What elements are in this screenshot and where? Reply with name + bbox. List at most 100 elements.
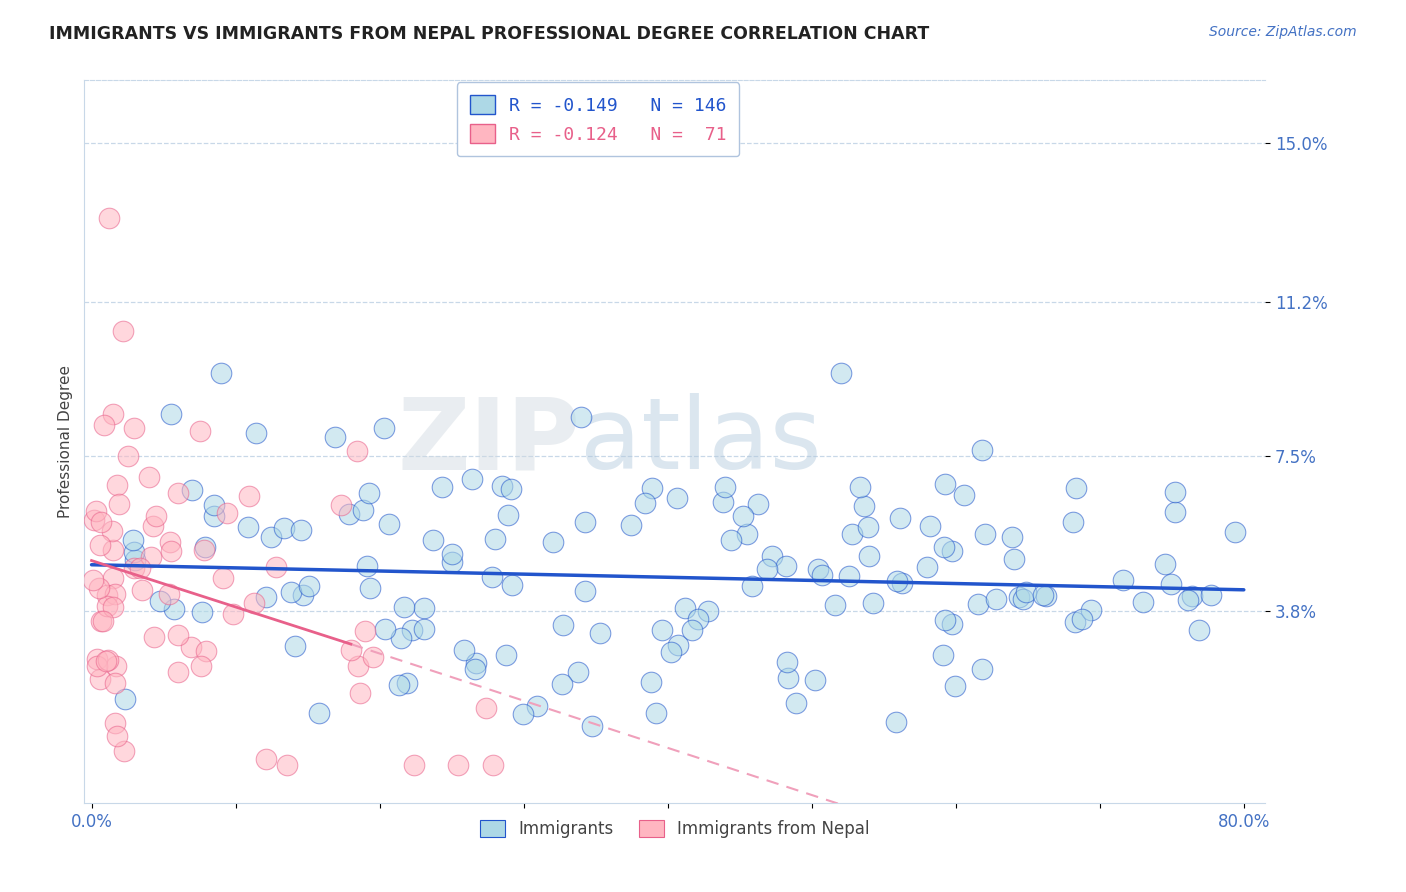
Point <box>972 662 994 676</box>
Point <box>1001 530 1024 544</box>
Point <box>1002 552 1025 566</box>
Point <box>104 587 127 601</box>
Point <box>359 581 381 595</box>
Point <box>340 643 363 657</box>
Point <box>941 616 963 631</box>
Point <box>357 486 380 500</box>
Point <box>499 482 522 496</box>
Point <box>122 545 145 559</box>
Point <box>453 642 475 657</box>
Point <box>280 585 302 599</box>
Point <box>461 472 484 486</box>
Point <box>361 650 384 665</box>
Point <box>157 587 180 601</box>
Point <box>681 623 703 637</box>
Point <box>276 758 298 772</box>
Point <box>298 579 321 593</box>
Point <box>733 509 755 524</box>
Point <box>666 491 689 505</box>
Point <box>756 562 779 576</box>
Point <box>1163 485 1185 500</box>
Point <box>236 520 259 534</box>
Point <box>1080 603 1102 617</box>
Point <box>1014 584 1036 599</box>
Point <box>640 674 662 689</box>
Text: atlas: atlas <box>581 393 823 490</box>
Point <box>1163 505 1185 519</box>
Point <box>159 535 181 549</box>
Point <box>354 624 377 638</box>
Point <box>574 584 596 599</box>
Point <box>430 480 453 494</box>
Point <box>122 420 145 434</box>
Point <box>90 615 112 629</box>
Point <box>920 519 942 533</box>
Point <box>97 211 120 226</box>
Point <box>474 701 496 715</box>
Point <box>673 600 696 615</box>
Point <box>202 498 225 512</box>
Text: ZIP: ZIP <box>398 393 581 490</box>
Point <box>1008 590 1031 604</box>
Point <box>114 692 136 706</box>
Point <box>858 549 880 563</box>
Point <box>86 652 108 666</box>
Point <box>1132 595 1154 609</box>
Point <box>117 449 139 463</box>
Point <box>440 555 463 569</box>
Point <box>711 495 734 509</box>
Point <box>284 640 307 654</box>
Point <box>145 508 167 523</box>
Point <box>180 483 202 498</box>
Point <box>634 496 657 510</box>
Point <box>481 570 503 584</box>
Point <box>89 582 111 596</box>
Point <box>853 500 876 514</box>
Point <box>447 758 470 772</box>
Point <box>188 424 211 438</box>
Point <box>124 561 146 575</box>
Point <box>651 623 673 637</box>
Point <box>89 672 111 686</box>
Point <box>101 524 124 539</box>
Point <box>292 588 315 602</box>
Point <box>89 515 111 529</box>
Point <box>422 533 444 548</box>
Point <box>501 578 523 592</box>
Point <box>141 550 163 565</box>
Point <box>1177 593 1199 607</box>
Point <box>966 597 988 611</box>
Point <box>124 553 146 567</box>
Point <box>159 408 181 422</box>
Point <box>804 673 827 688</box>
Point <box>1223 524 1246 539</box>
Point <box>776 671 799 685</box>
Point <box>838 569 860 583</box>
Point <box>107 729 129 743</box>
Point <box>811 567 834 582</box>
Point <box>862 595 884 609</box>
Point <box>142 519 165 533</box>
Point <box>254 590 277 604</box>
Point <box>1063 615 1085 630</box>
Point <box>202 508 225 523</box>
Point <box>441 548 464 562</box>
Point <box>495 648 517 662</box>
Point <box>491 479 513 493</box>
Point <box>824 598 846 612</box>
Point <box>943 679 966 693</box>
Point <box>841 526 863 541</box>
Point <box>953 488 976 502</box>
Legend: Immigrants, Immigrants from Nepal: Immigrants, Immigrants from Nepal <box>474 814 876 845</box>
Point <box>112 744 135 758</box>
Point <box>775 558 797 573</box>
Point <box>308 706 330 720</box>
Point <box>396 676 419 690</box>
Point <box>1035 589 1057 603</box>
Point <box>160 544 183 558</box>
Point <box>84 504 107 518</box>
Point <box>686 612 709 626</box>
Point <box>101 600 124 615</box>
Point <box>329 498 352 512</box>
Point <box>934 613 956 627</box>
